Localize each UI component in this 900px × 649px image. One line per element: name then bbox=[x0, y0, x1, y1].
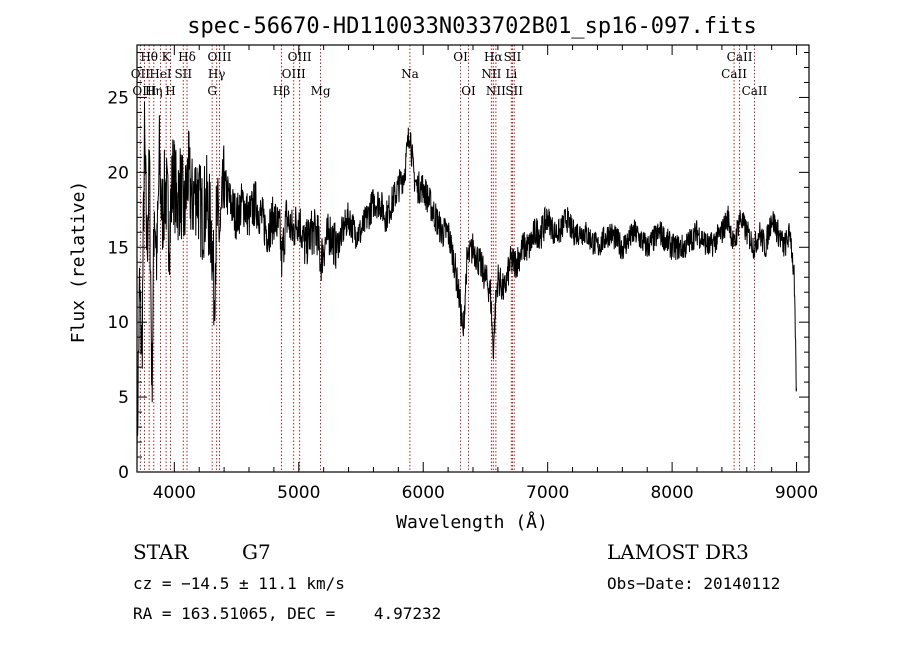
spectral-line-label: NII bbox=[481, 67, 501, 81]
survey-name: LAMOST DR3 bbox=[607, 540, 749, 564]
spectral-line-labels: Hθ OII OIII K HeI Hη SII H Hδ OIII Hγ G Hβ OIII OIII Mg… bbox=[131, 50, 768, 98]
chart-title: spec-56670-HD110033N033702B01_sp16-097.f… bbox=[187, 14, 757, 39]
spectral-line-label: SII bbox=[174, 67, 192, 81]
spectral-line-label: H bbox=[165, 84, 175, 98]
spectral-line-label: SII bbox=[504, 50, 522, 64]
x-tick-label: 6000 bbox=[402, 483, 445, 503]
y-tick-label: 0 bbox=[118, 463, 129, 483]
y-tick-label: 5 bbox=[118, 388, 129, 408]
spectral-line-label: NII bbox=[486, 84, 506, 98]
redshift-cz: cz = −14.5 ± 11.1 km/s bbox=[133, 574, 345, 593]
y-tick-label: 10 bbox=[107, 313, 129, 333]
coordinates: RA = 163.51065, DEC = 4.97232 bbox=[133, 604, 442, 623]
x-axis-label: Wavelength (Å) bbox=[396, 511, 548, 533]
spectral-line-label: Hθ bbox=[140, 50, 158, 64]
y-axis-label: Flux (relative) bbox=[68, 181, 89, 344]
x-tick-label: 9000 bbox=[775, 483, 818, 503]
x-tick-label: 8000 bbox=[650, 483, 693, 503]
spectral-line-label: Hβ bbox=[273, 84, 290, 98]
spectral-line-label: Hγ bbox=[208, 67, 226, 81]
object-subclass: G7 bbox=[242, 540, 271, 564]
spectral-line-label: OIII bbox=[288, 50, 312, 64]
spectral-line-label: CaII bbox=[742, 84, 768, 98]
x-tick-label: 4000 bbox=[153, 483, 196, 503]
spectral-line-label: Mg bbox=[311, 84, 331, 98]
spectral-line-label: OII bbox=[131, 67, 151, 81]
spectral-line-label: Na bbox=[401, 67, 419, 81]
spectral-line-label: OI bbox=[461, 84, 476, 98]
y-axis-ticks: 0 5 10 15 20 25 bbox=[107, 51, 809, 483]
y-tick-label: 20 bbox=[107, 163, 129, 183]
x-axis-ticks: 4000 5000 6000 7000 8000 9000 bbox=[153, 45, 818, 503]
observation-date: Obs−Date: 20140112 bbox=[607, 574, 781, 593]
spectral-line-markers bbox=[139, 45, 755, 472]
x-tick-label: 5000 bbox=[277, 483, 320, 503]
spectral-line-label: OIII bbox=[132, 84, 156, 98]
spectral-line-label: HeI bbox=[149, 67, 172, 81]
spectrum-series-line bbox=[136, 101, 798, 470]
spectral-line-label: Li bbox=[505, 67, 517, 81]
x-tick-label: 7000 bbox=[526, 483, 569, 503]
spectral-line-label: Hη bbox=[145, 84, 163, 98]
spectral-line-label: Hδ bbox=[178, 50, 196, 64]
spectral-line-label: OIII bbox=[282, 67, 306, 81]
y-tick-label: 15 bbox=[107, 238, 129, 258]
spectral-line-label: CaII bbox=[727, 50, 753, 64]
spectral-line-label: SII bbox=[505, 84, 523, 98]
spectral-line-label: K bbox=[162, 50, 172, 64]
y-tick-label: 25 bbox=[107, 88, 129, 108]
spectral-line-label: CaII bbox=[721, 67, 747, 81]
object-class: STAR bbox=[133, 540, 189, 564]
spectral-line-label: G bbox=[207, 84, 217, 98]
spectral-line-label: OIII bbox=[207, 50, 231, 64]
spectral-line-label: OI bbox=[453, 50, 468, 64]
spectral-line-label: Hα bbox=[484, 50, 503, 64]
